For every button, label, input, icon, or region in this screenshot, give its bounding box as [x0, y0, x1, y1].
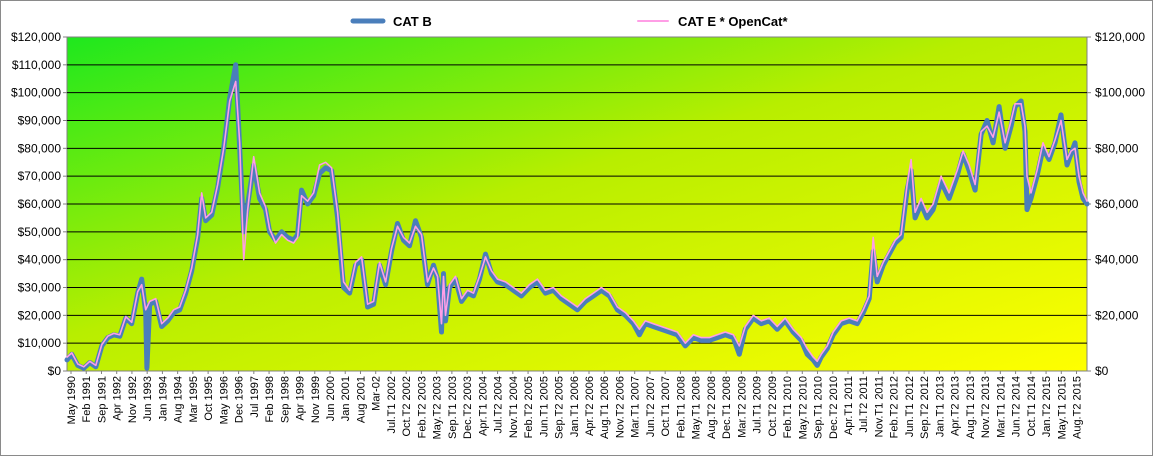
legend: CAT B CAT E * OpenCat*	[350, 14, 788, 29]
x-tick-label: May.T1 2008	[691, 376, 703, 439]
x-tick-label: Apr 1992	[112, 376, 124, 421]
x-tick-label: Jun.T2 2007	[645, 376, 657, 437]
y-tick-label: $0	[48, 364, 62, 378]
x-tick-label: Jun.T2 2014	[1011, 376, 1023, 437]
y-tick-label: $50,000	[18, 225, 62, 239]
x-tick-label: Feb 1991	[81, 376, 93, 422]
x-axis: May 1990 Feb 1991 Sep 1991 Apr 1992 Nov 1992…	[66, 371, 1084, 439]
y-tick-label: $60,000	[18, 197, 62, 211]
x-tick-label: Oct.T2 2009	[767, 376, 779, 437]
x-tick-label: Jan.T1 2013	[934, 376, 946, 437]
y-right-tick-label: $120,000	[1095, 30, 1145, 44]
x-tick-label: Sep.T2 2012	[919, 376, 931, 439]
x-tick-label: May.T2 2003	[432, 376, 444, 439]
y-tick-label: $10,000	[18, 336, 62, 350]
y-right-tick-label: $100,000	[1095, 86, 1145, 100]
x-tick-label: Feb.T2 2005	[523, 376, 535, 438]
series-lines	[64, 62, 1090, 371]
x-tick-label: Feb.T2 2012	[889, 376, 901, 438]
x-tick-label: Mar 1995	[188, 376, 200, 422]
legend-label: CAT B	[393, 14, 432, 29]
x-tick-label: Mar.T1 2014	[995, 376, 1007, 438]
x-tick-label: Jan 2001	[340, 376, 352, 421]
y-axis-left: $0 $10,000 $20,000 $30,000 $40,000 $50,000 $60…	[11, 30, 67, 378]
x-tick-label: Nov.T1 2004	[508, 376, 520, 438]
y-tick-label: $30,000	[18, 281, 62, 295]
series-line-cat-e-opencat	[66, 80, 1088, 368]
x-tick-label: Apr 1999	[295, 376, 307, 421]
x-tick-label: Mar-02	[371, 376, 383, 411]
x-tick-label: Feb.T1 2010	[782, 376, 794, 438]
x-tick-label: Jan.T1 2006	[569, 376, 581, 437]
x-tick-label: Jan.T2 2015	[1041, 376, 1053, 437]
x-tick-label: Jun.T1 2005	[538, 376, 550, 437]
x-tick-label: Jun 2000	[325, 376, 337, 421]
x-tick-label: Apr.T1 2004	[477, 376, 489, 436]
y-right-tick-label: $40,000	[1095, 253, 1139, 267]
x-tick-label: Oct.T2 2002	[401, 376, 413, 437]
x-tick-label: Sep.T1 2003	[447, 376, 459, 439]
legend-label: CAT E * OpenCat*	[678, 14, 788, 29]
x-tick-label: Sep 1998	[279, 376, 291, 423]
x-tick-label: Oct 1995	[203, 376, 215, 421]
y-tick-label: $110,000	[12, 58, 61, 72]
y-right-tick-label: $20,000	[1095, 308, 1139, 322]
x-tick-label: Dec.T2 2003	[462, 376, 474, 439]
x-tick-label: Nov.T2 2006	[614, 376, 626, 438]
x-tick-label: Nov.T1 2011	[873, 376, 885, 437]
x-tick-label: Apr.T1 2011	[843, 376, 855, 435]
x-tick-label: Aug.T1 2013	[965, 376, 977, 439]
x-tick-label: Feb.T2 2003	[416, 376, 428, 438]
x-tick-label: Oct.T1 2007	[660, 376, 672, 437]
x-tick-label: Sep.T2 2005	[554, 376, 566, 439]
x-tick-label: Apr.T2 2006	[584, 376, 596, 436]
y-tick-label: $90,000	[18, 114, 62, 128]
x-tick-label: Jun 1993	[142, 376, 154, 421]
y-tick-label: $70,000	[18, 169, 62, 183]
x-tick-label: Aug 2001	[355, 376, 367, 423]
x-tick-label: Nov.T2 2013	[980, 376, 992, 438]
x-tick-label: Jul 1997	[249, 376, 261, 418]
x-tick-label: Apr.T2 2013	[950, 376, 962, 436]
x-tick-label: Nov 1992	[127, 376, 139, 423]
x-tick-label: Oct.T1 2014	[1026, 376, 1038, 437]
y-axis-right: $0 $20,000 $40,000 $60,000 $80,000 $100,000 $1…	[1087, 30, 1145, 378]
x-tick-label: Nov 1999	[310, 376, 322, 423]
x-tick-label: Jun.T1 2012	[904, 376, 916, 437]
x-tick-label: May.T2 2010	[797, 376, 809, 439]
x-tick-label: Feb.T1 2008	[675, 376, 687, 438]
x-tick-label: Sep.T1 2010	[813, 376, 825, 439]
x-tick-label: Jul.T2 2011	[858, 376, 870, 433]
x-tick-label: Aug 1994	[173, 376, 185, 423]
y-tick-label: $40,000	[18, 253, 62, 267]
x-tick-label: Dec.T2 2010	[828, 376, 840, 439]
x-tick-label: May 1996	[218, 376, 230, 424]
y-right-tick-label: $80,000	[1095, 141, 1139, 155]
x-tick-label: Aug.T2 2008	[706, 376, 718, 439]
x-tick-label: Jul.T2 2004	[493, 376, 505, 433]
x-tick-label: Mar.T2 2009	[736, 376, 748, 438]
y-tick-label: $100,000	[11, 86, 61, 100]
x-tick-label: Dec 1996	[234, 376, 246, 423]
x-tick-label: Jul.T1 2002	[386, 376, 398, 433]
y-tick-label: $20,000	[18, 308, 62, 322]
x-tick-label: Aug.T2 2015	[1072, 376, 1084, 439]
x-tick-label: Dec.T1 2008	[721, 376, 733, 439]
x-tick-label: Feb 1998	[264, 376, 276, 422]
y-tick-label: $120,000	[11, 30, 61, 44]
x-tick-label: Aug.T1 2006	[599, 376, 611, 439]
y-right-tick-label: $0	[1095, 364, 1109, 378]
x-tick-label: May 1990	[66, 376, 78, 424]
x-tick-label: Jul.T1 2009	[752, 376, 764, 433]
y-tick-label: $80,000	[18, 141, 62, 155]
x-tick-label: May.T1 2015	[1056, 376, 1068, 439]
x-tick-label: Sep 1991	[96, 376, 108, 423]
y-right-tick-label: $60,000	[1095, 197, 1139, 211]
x-tick-label: Mar.T1 2007	[630, 376, 642, 438]
x-tick-label: Jan 1994	[157, 376, 169, 421]
